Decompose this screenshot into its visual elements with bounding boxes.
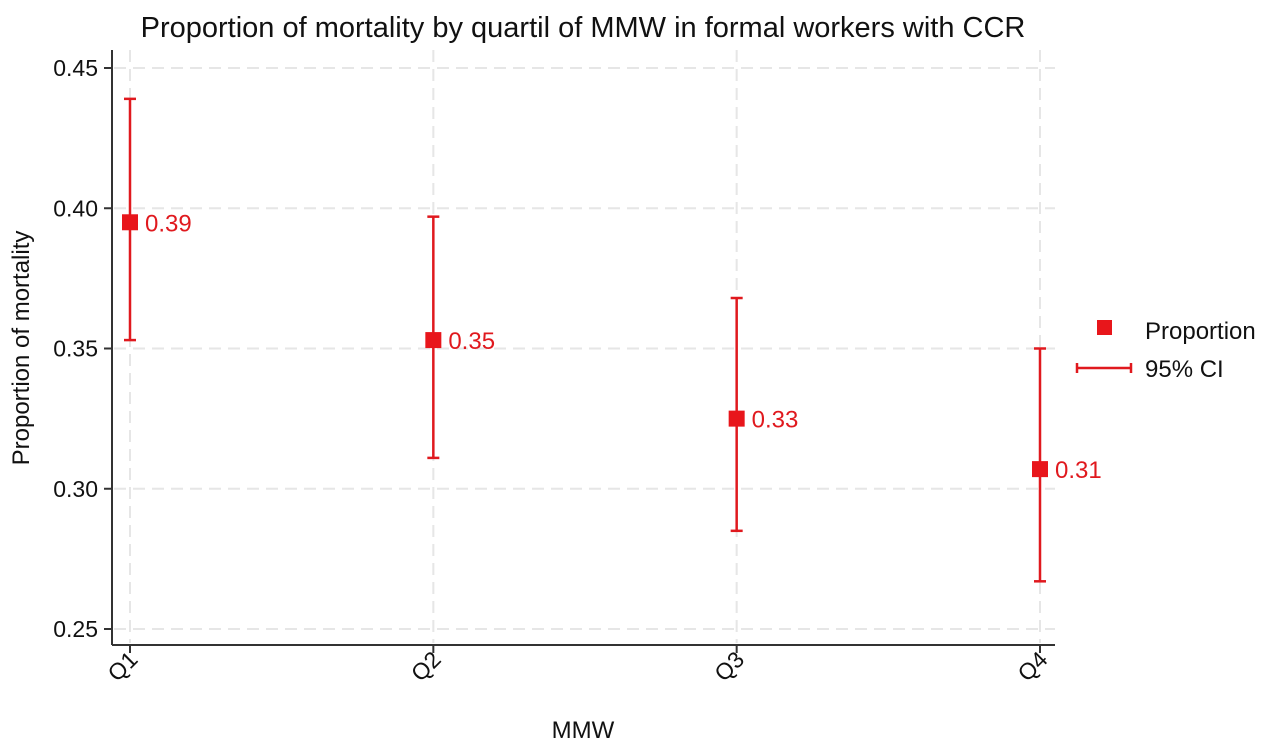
x-tick-label: Q1: [102, 646, 142, 686]
legend-proportion-label: Proportion: [1145, 318, 1256, 345]
x-tick-label: Q3: [709, 646, 749, 686]
x-tick-label: Q4: [1012, 646, 1052, 686]
legend-ci-marker: [1075, 363, 1133, 373]
y-axis-title: Proportion of mortality: [8, 231, 35, 466]
y-tick-label: 0.40: [53, 195, 98, 221]
point-q4: [1032, 461, 1048, 478]
grid-lines: [114, 50, 1055, 643]
data-label: 0.39: [145, 210, 192, 237]
y-tick-label: 0.30: [53, 476, 98, 502]
point-q2: [425, 332, 442, 349]
legend: Proportion 95% CI: [1075, 318, 1256, 383]
x-axis-ticks: Q1 Q2 Q3 Q4: [102, 645, 1053, 686]
plot-marks: 0.39 0.35 0.33 0.31: [122, 97, 1102, 583]
y-tick-label: 0.45: [53, 55, 98, 81]
point-q3: [728, 410, 745, 427]
y-tick-label: 0.25: [53, 616, 98, 642]
y-tick-label: 0.35: [53, 336, 98, 362]
legend-proportion-marker: [1097, 320, 1112, 335]
data-label: 0.33: [752, 407, 799, 434]
y-axis-ticks: 0.25 0.30 0.35 0.40 0.45: [53, 55, 112, 642]
chart-title: Proportion of mortality by quartil of MM…: [141, 12, 1026, 44]
data-label: 0.31: [1055, 457, 1102, 484]
data-label: 0.35: [448, 328, 495, 355]
x-tick-label: Q2: [406, 646, 446, 686]
x-axis-title: MMW: [552, 717, 615, 744]
legend-ci-label: 95% CI: [1145, 356, 1224, 383]
point-q1: [122, 214, 138, 231]
